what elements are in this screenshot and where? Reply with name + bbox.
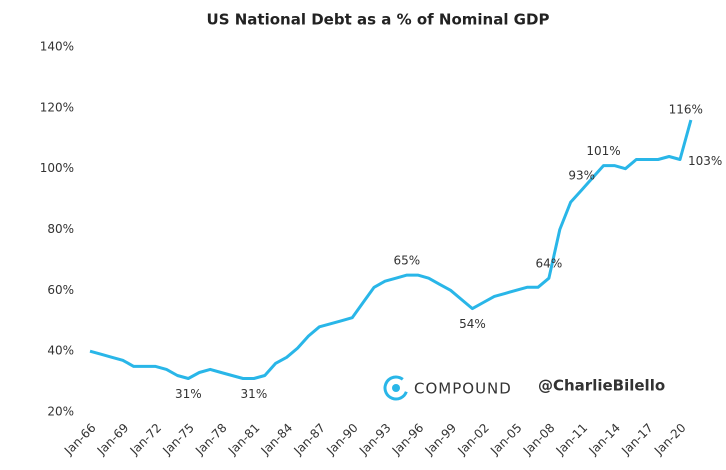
data-label: 116% bbox=[669, 103, 703, 117]
data-label: 54% bbox=[459, 317, 486, 331]
y-tick-label: 120% bbox=[40, 100, 74, 114]
x-tick-label: Jan-72 bbox=[127, 421, 165, 459]
x-tick-label: Jan-05 bbox=[487, 421, 525, 459]
line bbox=[89, 119, 693, 380]
x-tick-label: Jan-75 bbox=[159, 421, 197, 459]
logo bbox=[383, 375, 409, 401]
data-label: 101% bbox=[586, 144, 620, 158]
x-tick-label: Jan-99 bbox=[422, 421, 460, 459]
x-tick-label: Jan-11 bbox=[553, 421, 591, 459]
x-tick-label: Jan-96 bbox=[389, 421, 427, 459]
x-tick-label: Jan-87 bbox=[290, 421, 328, 459]
x-tick-label: Jan-20 bbox=[651, 421, 689, 459]
data-label: 103% bbox=[688, 154, 722, 168]
x-tick-label: Jan-84 bbox=[258, 421, 296, 459]
y-tick-label: 80% bbox=[47, 222, 74, 236]
chart-title: US National Debt as a % of Nominal GDP bbox=[207, 11, 550, 29]
data-label: 31% bbox=[241, 387, 268, 401]
y-tick-label: 20% bbox=[47, 405, 74, 419]
x-tick-label: Jan-66 bbox=[61, 421, 99, 459]
watermark-handle: @CharlieBilello bbox=[538, 377, 665, 395]
x-tick-label: Jan-93 bbox=[356, 421, 394, 459]
x-tick-label: Jan-14 bbox=[585, 421, 623, 459]
x-tick-label: Jan-08 bbox=[520, 421, 558, 459]
data-label: 93% bbox=[568, 168, 595, 182]
x-tick-label: Jan-78 bbox=[192, 421, 230, 459]
y-tick-label: 140% bbox=[40, 40, 74, 54]
x-tick-label: Jan-02 bbox=[454, 421, 492, 459]
x-tick-label: Jan-90 bbox=[323, 421, 361, 459]
y-tick-label: 40% bbox=[47, 344, 74, 358]
x-tick-label: Jan-17 bbox=[618, 421, 656, 459]
watermark-brand: COMPOUND bbox=[414, 380, 512, 398]
data-label: 65% bbox=[394, 254, 421, 268]
y-tick-label: 100% bbox=[40, 161, 74, 175]
x-tick-label: Jan-69 bbox=[94, 421, 132, 459]
y-tick-label: 60% bbox=[47, 283, 74, 297]
x-tick-label: Jan-81 bbox=[225, 421, 263, 459]
data-label: 64% bbox=[536, 257, 563, 271]
data-label: 31% bbox=[175, 387, 202, 401]
